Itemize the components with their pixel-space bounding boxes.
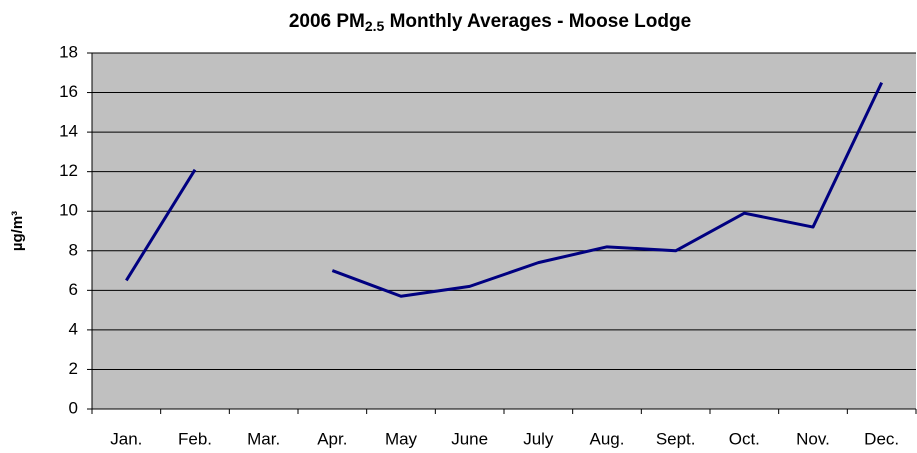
- y-tick-label: 18: [59, 42, 78, 61]
- y-tick-label: 2: [69, 359, 78, 378]
- title-part: Monthly Averages - Moose Lodge: [384, 11, 691, 32]
- x-tick-label: Oct.: [729, 429, 760, 448]
- data-line: [125, 82, 884, 298]
- x-tick-label: Jan.: [110, 429, 142, 448]
- x-tick-label: Aug.: [590, 429, 625, 448]
- y-tick-label: 14: [59, 122, 78, 141]
- x-tick-label: Nov.: [796, 429, 830, 448]
- y-tick-label: 16: [59, 82, 78, 101]
- x-tick-label: June: [451, 429, 488, 448]
- title-subscript: 2.5: [365, 18, 385, 34]
- y-tick-label: 4: [69, 319, 78, 338]
- x-tick-label: July: [523, 429, 554, 448]
- plot-area: [92, 53, 916, 409]
- x-tick-label: Mar.: [247, 429, 280, 448]
- x-tick-label: Dec.: [864, 429, 899, 448]
- x-tick-label: Sept.: [656, 429, 696, 448]
- x-tick-label: May: [385, 429, 418, 448]
- title-part: 2006 PM: [289, 11, 365, 32]
- x-tick-label: Feb.: [178, 429, 212, 448]
- y-tick-label: 0: [69, 398, 78, 417]
- y-tick-label: 6: [69, 280, 78, 299]
- y-axis-label: µg/m³: [9, 211, 26, 251]
- y-tick-label: 12: [59, 161, 78, 180]
- x-tick-label: Apr.: [317, 429, 347, 448]
- y-tick-label: 10: [59, 201, 78, 220]
- y-tick-label: 8: [69, 240, 78, 259]
- chart-title: 2006 PM2.5 Monthly Averages - Moose Lodg…: [289, 11, 691, 34]
